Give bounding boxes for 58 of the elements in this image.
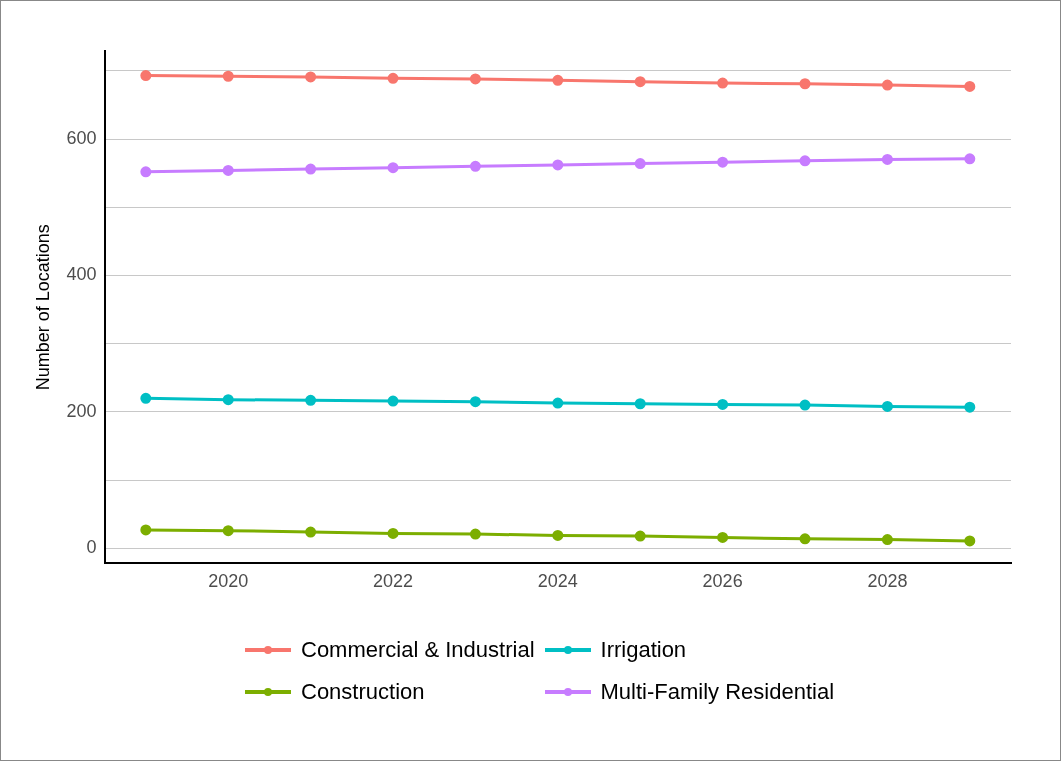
y-tick-label: 0	[86, 537, 97, 558]
point	[552, 529, 564, 541]
point	[222, 525, 234, 537]
point	[799, 399, 811, 411]
point	[964, 153, 976, 165]
point	[717, 156, 729, 168]
point	[305, 394, 317, 406]
x-tick-label: 2022	[373, 571, 414, 592]
legend-label: Construction	[301, 679, 425, 705]
point	[634, 398, 646, 410]
x-tick-label: 2028	[867, 571, 908, 592]
point	[964, 535, 976, 547]
point	[387, 527, 399, 539]
point	[140, 524, 152, 536]
legend-label: Commercial & Industrial	[301, 637, 535, 663]
point	[140, 166, 152, 178]
point	[222, 70, 234, 82]
point	[881, 79, 893, 91]
point	[799, 155, 811, 167]
legend-label: Multi-Family Residential	[600, 679, 835, 705]
point	[717, 398, 729, 410]
point	[140, 70, 152, 82]
point	[964, 401, 976, 413]
point	[469, 528, 481, 540]
point	[469, 73, 481, 85]
y-tick-label: 200	[66, 400, 97, 421]
point	[552, 397, 564, 409]
y-tick-label: 600	[66, 127, 97, 148]
point	[881, 153, 893, 165]
point	[964, 80, 976, 92]
point	[305, 163, 317, 175]
y-tick-label: 400	[66, 264, 97, 285]
point	[634, 530, 646, 542]
x-tick-label: 2024	[537, 571, 578, 592]
point	[222, 164, 234, 176]
legend-label: Irrigation	[600, 637, 687, 663]
point	[799, 533, 811, 545]
point	[881, 400, 893, 412]
point	[634, 76, 646, 88]
point	[469, 396, 481, 408]
point	[387, 395, 399, 407]
point	[634, 158, 646, 170]
x-tick-label: 2020	[208, 571, 249, 592]
point	[387, 162, 399, 174]
point	[387, 72, 399, 84]
point	[305, 71, 317, 83]
point	[717, 531, 729, 543]
point	[881, 534, 893, 546]
point	[140, 392, 152, 404]
point	[305, 526, 317, 538]
point	[222, 394, 234, 406]
point	[799, 78, 811, 90]
point	[552, 74, 564, 86]
point	[469, 160, 481, 172]
x-tick-label: 2026	[702, 571, 743, 592]
y-axis-title: Number of Locations	[32, 224, 53, 391]
point	[717, 77, 729, 89]
point	[552, 159, 564, 171]
